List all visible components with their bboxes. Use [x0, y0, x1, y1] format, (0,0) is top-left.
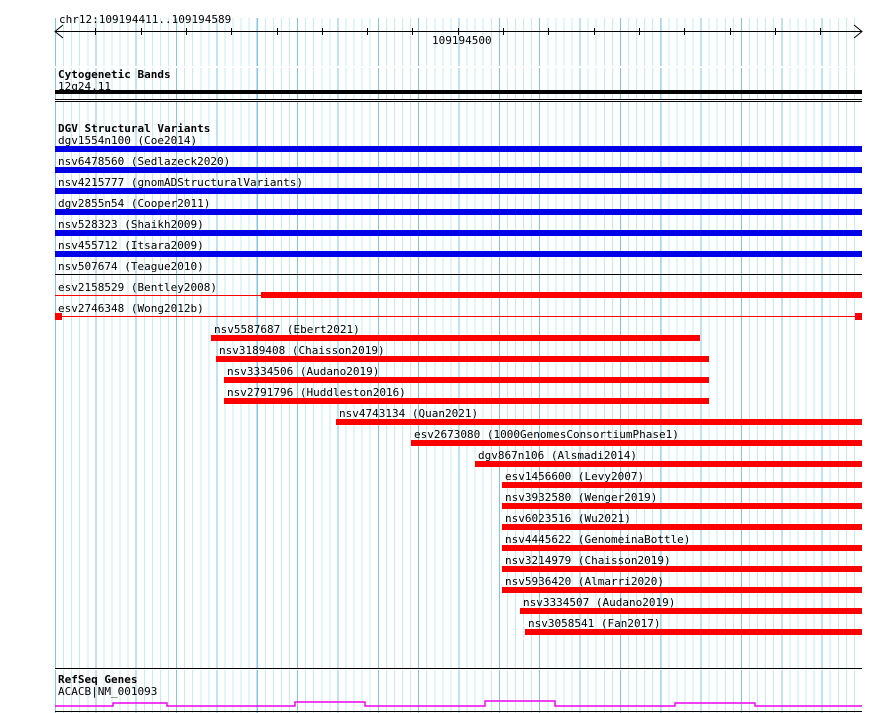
variant-bar[interactable] [211, 335, 700, 341]
ruler-tick [277, 28, 278, 35]
variant-endpoint-marker[interactable] [855, 313, 862, 320]
variant-label[interactable]: nsv3189408 (Chaisson2019) [219, 344, 385, 357]
ruler-tick [730, 28, 731, 35]
variant-label[interactable]: nsv3334507 (Audano2019) [523, 596, 676, 609]
variant-label[interactable]: dgv1554n100 (Coe2014) [58, 134, 198, 147]
ruler-tick [503, 28, 504, 35]
variant-bar[interactable] [520, 608, 862, 614]
cytoband-label[interactable]: 12q24.11 [58, 80, 111, 93]
ruler-tick [775, 28, 776, 35]
cytoband-bar[interactable] [55, 90, 862, 94]
variant-bar[interactable] [502, 587, 862, 593]
variant-label[interactable]: esv2673080 (1000GenomesConsortiumPhase1) [414, 428, 679, 441]
ruler-tick [458, 28, 459, 35]
variant-label[interactable]: nsv455712 (Itsara2009) [58, 239, 204, 252]
variant-bar[interactable] [55, 167, 862, 173]
ruler-tick [95, 28, 96, 35]
ruler-tick [367, 28, 368, 35]
ruler-tick [548, 28, 549, 35]
variant-label[interactable]: nsv3058541 (Fan2017) [528, 617, 661, 630]
variant-label[interactable]: nsv4215777 (gnomADStructuralVariants) [58, 176, 304, 189]
variant-bar[interactable] [55, 188, 862, 194]
variant-bar[interactable] [261, 292, 862, 298]
variant-label[interactable]: dgv867n106 (Alsmadi2014) [478, 449, 637, 462]
variant-bar[interactable] [502, 482, 862, 488]
ruler-tick [594, 28, 595, 35]
variant-bar[interactable] [475, 461, 862, 467]
track-title-cytogenetic-bands: Cytogenetic Bands [58, 68, 171, 81]
variant-bar[interactable] [55, 146, 862, 152]
variant-bar[interactable] [224, 377, 709, 383]
track-separator [55, 668, 862, 669]
track-separator [55, 99, 862, 100]
ruler-tick [231, 28, 232, 35]
track-title-dgv-structural-variants: DGV Structural Variants [58, 122, 211, 135]
variant-bar[interactable] [224, 398, 709, 404]
canvas-bottom-border [55, 711, 862, 712]
variant-bar[interactable] [55, 274, 862, 275]
variant-bar[interactable] [502, 566, 862, 572]
variant-bar[interactable] [55, 230, 862, 236]
variant-label[interactable]: nsv6478560 (Sedlazeck2020) [58, 155, 231, 168]
variant-label[interactable]: nsv6023516 (Wu2021) [505, 512, 631, 525]
variant-bar[interactable] [502, 545, 862, 551]
variant-endpoint-marker[interactable] [55, 313, 62, 320]
variant-label[interactable]: esv2746348 (Wong2012b) [58, 302, 204, 315]
gene-label[interactable]: ACACB|NM_001093 [58, 685, 158, 698]
ruler-center-label: 109194500 [432, 34, 492, 47]
grid-cytoband-zone [55, 68, 862, 100]
variant-label[interactable]: esv2158529 (Bentley2008) [58, 281, 217, 294]
ruler-tick [186, 28, 187, 35]
variant-label[interactable]: nsv3932580 (Wenger2019) [505, 491, 658, 504]
variant-label[interactable]: dgv2855n54 (Cooper2011) [58, 197, 211, 210]
variant-bar-thin[interactable] [55, 316, 862, 317]
variant-bar[interactable] [502, 524, 862, 530]
variant-label[interactable]: nsv5587687 (Ebert2021) [214, 323, 360, 336]
ruler-tick [684, 28, 685, 35]
variant-bar[interactable] [216, 356, 709, 362]
track-separator [55, 101, 862, 102]
variant-label[interactable]: nsv507674 (Teague2010) [58, 260, 204, 273]
variant-bar[interactable] [411, 440, 862, 446]
ruler-left-arrow-icon [54, 24, 64, 39]
variant-label[interactable]: nsv2791796 (Huddleston2016) [227, 386, 406, 399]
variant-label[interactable]: esv1456600 (Levy2007) [505, 470, 645, 483]
variant-label[interactable]: nsv5936420 (Almarri2020) [505, 575, 664, 588]
variant-bar-thin[interactable] [55, 295, 262, 296]
gene-model-acacb[interactable] [55, 690, 862, 712]
track-title-refseq-genes: RefSeq Genes [58, 673, 138, 686]
variant-label[interactable]: nsv3334506 (Audano2019) [227, 365, 380, 378]
variant-label[interactable]: nsv4743134 (Quan2021) [339, 407, 479, 420]
variant-bar[interactable] [55, 251, 862, 257]
variant-bar[interactable] [502, 503, 862, 509]
variant-bar[interactable] [525, 629, 862, 635]
ruler-tick [412, 28, 413, 35]
ruler-tick [141, 28, 142, 35]
ruler-tick [639, 28, 640, 35]
ruler-tick [322, 28, 323, 35]
variant-bar[interactable] [336, 419, 862, 425]
variant-label[interactable]: nsv4445622 (GenomeinaBottle) [505, 533, 691, 546]
ruler-right-arrow-icon [853, 24, 863, 39]
variant-label[interactable]: nsv528323 (Shaikh2009) [58, 218, 204, 231]
ruler-tick [820, 28, 821, 35]
locus-coordinate-label: chr12:109194411..109194589 [59, 13, 232, 26]
variant-label[interactable]: nsv3214979 (Chaisson2019) [505, 554, 671, 567]
variant-bar[interactable] [55, 209, 862, 215]
